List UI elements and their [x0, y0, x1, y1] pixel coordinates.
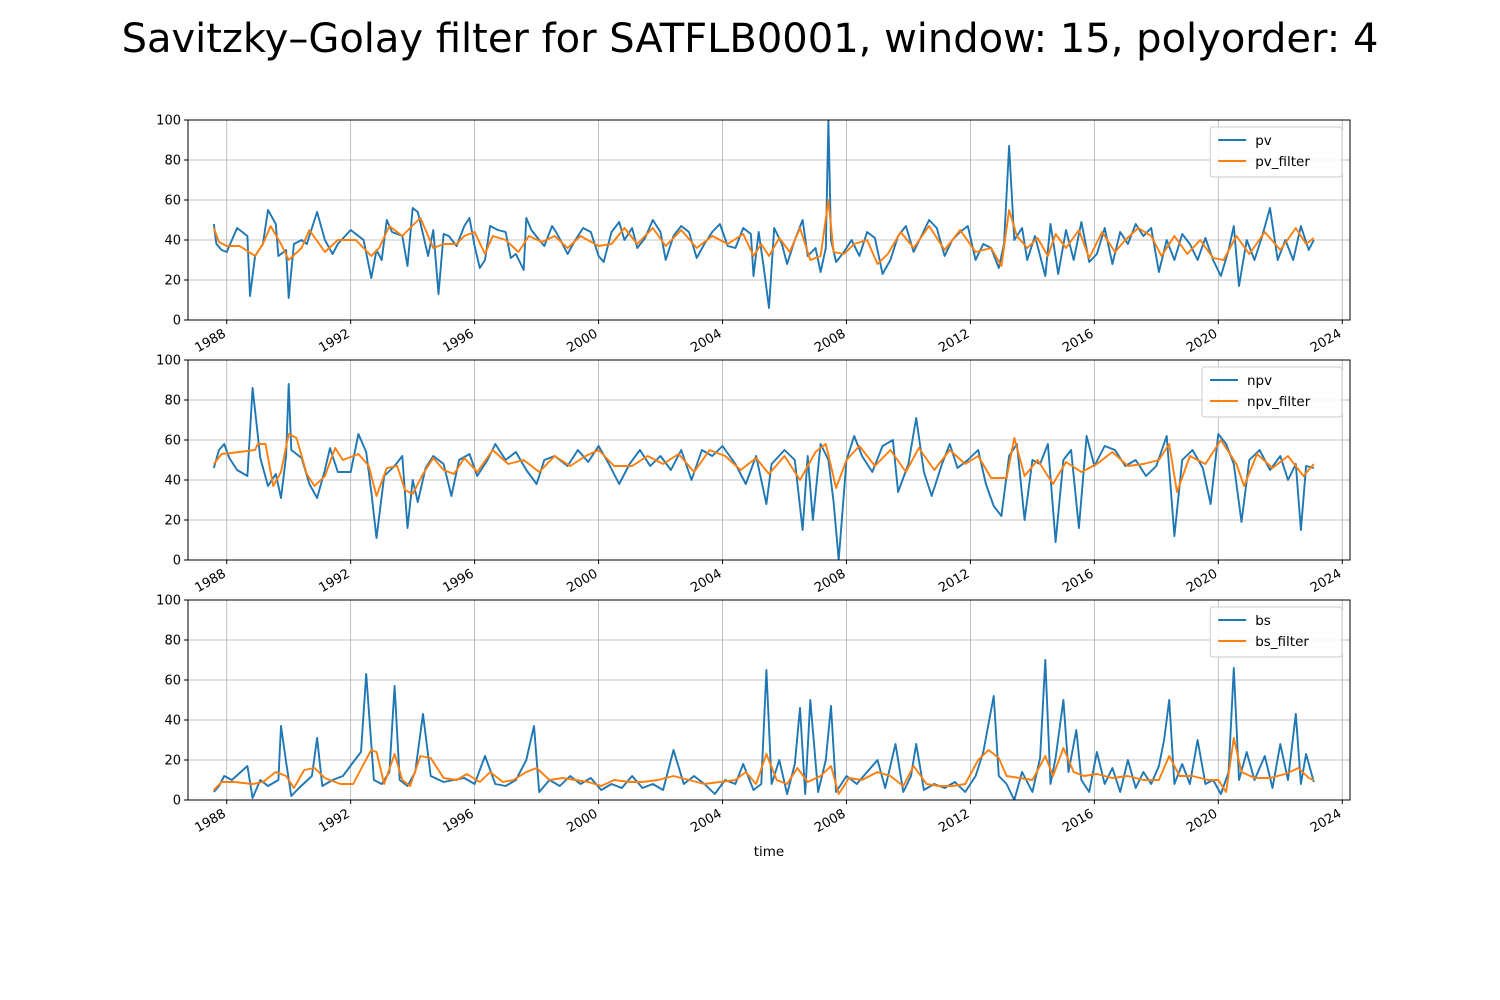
axes-panel-2: 0 20 40 60 80 100 1988 1992 1996 2000 2004 2008 2012… [156, 354, 1351, 596]
legend: npv npv_filter [1201, 366, 1343, 418]
chart-title: Savitzky–Golay filter for SATFLB0001, wi… [122, 16, 1379, 62]
y-tick-label: 0 [173, 554, 181, 569]
y-tick-label: 0 [173, 314, 181, 329]
x-tick-label: 2016 [1060, 806, 1096, 836]
x-tick-label: 1988 [193, 566, 229, 596]
axes-panel-3: 0 20 40 60 80 100 1988 1992 1996 2000 2004 2008 2012… [156, 594, 1351, 860]
y-tick-label: 100 [156, 114, 181, 129]
axes-frame [187, 599, 1351, 801]
x-tick-label: 1996 [440, 326, 476, 356]
y-tick-label: 100 [156, 594, 181, 609]
y-tick-label: 80 [164, 154, 181, 169]
x-tick-label: 1996 [440, 566, 476, 596]
x-tick-label: 2024 [1308, 566, 1344, 596]
legend-label-bs_filter: bs_filter [1255, 634, 1309, 650]
axes-frame [187, 119, 1351, 321]
series-line-bs_filter [213, 737, 1315, 795]
legend: pv pv_filter [1209, 126, 1343, 178]
series-line-npv_filter [213, 433, 1315, 497]
x-tick-label: 2004 [688, 326, 724, 356]
x-tick-label: 2024 [1308, 806, 1344, 836]
series-line-bs [213, 659, 1315, 800]
series-line-npv [212, 383, 1315, 560]
x-tick-label: 2012 [936, 566, 972, 596]
x-tick-label: 1988 [193, 806, 229, 836]
axes-panel-1: 0 20 40 60 80 100 1988 1992 1996 2000 2004 2008 2012… [156, 114, 1351, 356]
y-tick-label: 80 [164, 634, 181, 649]
y-tick-label: 0 [173, 794, 181, 809]
y-tick-label: 80 [164, 394, 181, 409]
x-tick-label: 2020 [1184, 806, 1220, 836]
x-tick-label: 2012 [936, 326, 972, 356]
x-tick-label: 1992 [317, 806, 353, 836]
y-tick-label: 40 [164, 234, 181, 249]
x-tick-label: 1996 [440, 806, 476, 836]
axes-frame [187, 359, 1351, 561]
series-line-pv_filter [212, 199, 1315, 267]
x-axis-label: time [754, 844, 785, 860]
y-tick-label: 20 [164, 274, 181, 289]
x-tick-label: 2012 [936, 806, 972, 836]
y-tick-label: 20 [164, 514, 181, 529]
x-tick-label: 2000 [564, 566, 600, 596]
x-tick-label: 2000 [564, 326, 600, 356]
x-tick-label: 1988 [193, 326, 229, 356]
x-tick-label: 2008 [812, 566, 848, 596]
x-tick-label: 2020 [1184, 326, 1220, 356]
legend: bs bs_filter [1209, 606, 1343, 658]
x-tick-label: 2016 [1060, 566, 1096, 596]
y-tick-label: 40 [164, 474, 181, 489]
legend-label-pv_filter: pv_filter [1255, 154, 1310, 170]
legend-label-pv: pv [1255, 133, 1272, 149]
y-tick-label: 20 [164, 754, 181, 769]
legend-label-npv: npv [1247, 373, 1272, 389]
y-tick-label: 40 [164, 714, 181, 729]
x-tick-label: 1992 [317, 326, 353, 356]
y-tick-label: 60 [164, 194, 181, 209]
x-tick-label: 2020 [1184, 566, 1220, 596]
x-tick-label: 2008 [812, 326, 848, 356]
x-tick-label: 2016 [1060, 326, 1096, 356]
x-tick-label: 2004 [688, 566, 724, 596]
y-tick-label: 60 [164, 434, 181, 449]
legend-label-bs: bs [1255, 613, 1271, 629]
x-tick-label: 2004 [688, 806, 724, 836]
x-tick-label: 2008 [812, 806, 848, 836]
x-tick-label: 2024 [1308, 326, 1344, 356]
y-tick-label: 100 [156, 354, 181, 369]
x-tick-label: 1992 [317, 566, 353, 596]
y-tick-label: 60 [164, 674, 181, 689]
legend-label-npv_filter: npv_filter [1247, 394, 1311, 410]
series-line-pv [212, 120, 1315, 309]
x-tick-label: 2000 [564, 806, 600, 836]
